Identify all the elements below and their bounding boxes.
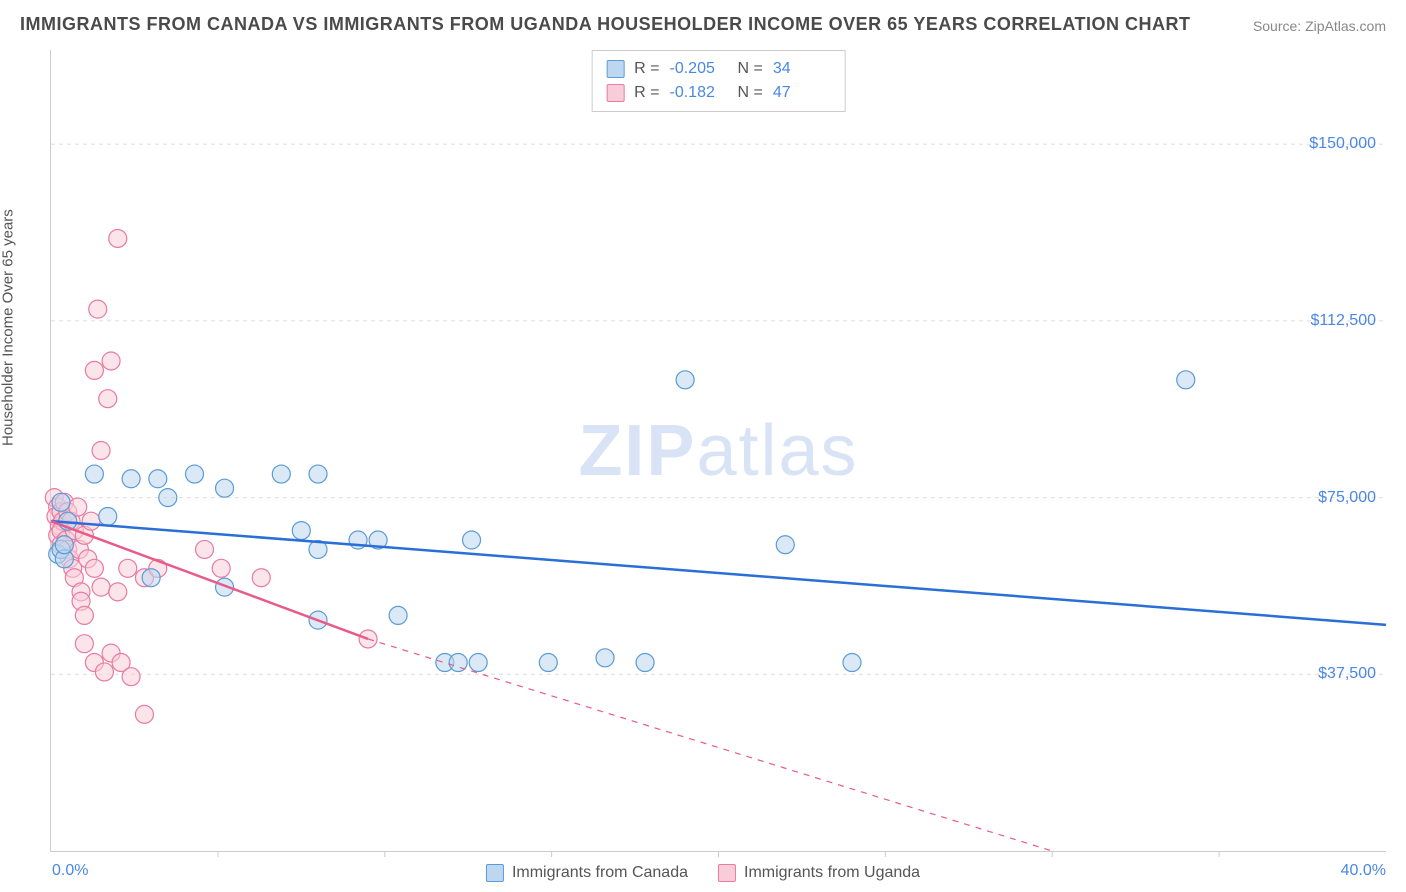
x-axis-min-label: 0.0% (52, 862, 88, 880)
plot-svg (51, 50, 1386, 851)
chart-title: IMMIGRANTS FROM CANADA VS IMMIGRANTS FRO… (20, 14, 1191, 35)
plot-area: ZIPatlas R = -0.205 N = 34 R = -0.182 N … (50, 50, 1386, 852)
source-link[interactable]: ZipAtlas.com (1305, 18, 1386, 34)
y-tick-label: $112,500 (1310, 312, 1376, 330)
legend-label-canada: Immigrants from Canada (512, 864, 688, 882)
source-attribution: Source: ZipAtlas.com (1253, 18, 1386, 34)
bottom-legend: Immigrants from Canada Immigrants from U… (486, 864, 920, 882)
y-tick-label: $150,000 (1309, 135, 1376, 153)
y-tick-label: $75,000 (1318, 489, 1376, 507)
y-tick-label: $37,500 (1318, 665, 1376, 683)
y-axis-label: Householder Income Over 65 years (0, 209, 17, 446)
legend-item-uganda: Immigrants from Uganda (718, 864, 920, 882)
legend-swatch-canada (486, 864, 504, 882)
source-label: Source: (1253, 18, 1301, 34)
correlation-chart: IMMIGRANTS FROM CANADA VS IMMIGRANTS FRO… (0, 0, 1406, 892)
x-axis-max-label: 40.0% (1341, 862, 1386, 880)
legend-label-uganda: Immigrants from Uganda (744, 864, 920, 882)
legend-swatch-uganda (718, 864, 736, 882)
legend-item-canada: Immigrants from Canada (486, 864, 688, 882)
